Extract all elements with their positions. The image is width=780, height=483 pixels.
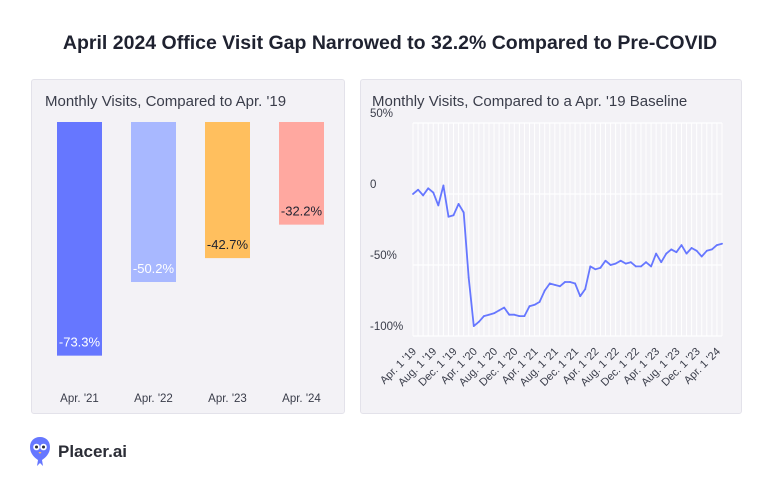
- data-point-4: [432, 191, 435, 194]
- bar-1: [131, 122, 176, 283]
- bar-chart-panel: Monthly Visits, Compared to Apr. '19 -73…: [31, 79, 345, 414]
- data-point-59: [710, 248, 713, 251]
- data-point-35: [589, 265, 592, 268]
- data-point-28: [553, 283, 556, 286]
- y-tick-label-1: 0: [370, 179, 376, 191]
- bar-value-label-2: -42.7%: [207, 237, 249, 252]
- bar-value-label-0: -73.3%: [59, 335, 101, 350]
- data-point-61: [721, 242, 723, 245]
- data-point-21: [518, 315, 521, 318]
- data-point-58: [705, 249, 708, 252]
- data-point-1: [417, 188, 419, 191]
- data-point-39: [609, 264, 612, 266]
- data-point-18: [503, 306, 506, 309]
- bar-value-label-3: -32.2%: [281, 204, 323, 219]
- data-point-32: [574, 282, 576, 285]
- data-point-46: [645, 261, 647, 264]
- data-point-54: [685, 252, 688, 255]
- data-point-30: [564, 281, 566, 283]
- bar-category-label-0: Apr. '21: [60, 393, 99, 405]
- data-point-13: [477, 320, 480, 323]
- data-point-6: [442, 184, 445, 187]
- data-point-60: [716, 244, 718, 247]
- brand-name: Placer.ai: [58, 442, 128, 461]
- data-point-45: [640, 265, 642, 268]
- bar-chart: -73.3% Apr. '21 -50.2% Apr. '22 -42.7% Apr. '…: [57, 122, 324, 405]
- data-point-0: [412, 193, 414, 195]
- data-point-3: [427, 187, 430, 190]
- bar-0: [57, 122, 102, 356]
- data-point-8: [452, 214, 455, 217]
- data-point-49: [660, 261, 663, 264]
- bar-2: [205, 122, 250, 259]
- data-point-29: [559, 285, 561, 288]
- data-point-2: [422, 194, 425, 197]
- visits-line: [412, 184, 723, 327]
- data-point-19: [508, 313, 511, 316]
- data-point-38: [604, 259, 607, 262]
- bar-category-label-2: Apr. '23: [208, 393, 247, 405]
- data-point-27: [548, 282, 551, 285]
- data-point-10: [462, 211, 465, 214]
- data-point-37: [599, 266, 602, 269]
- line-chart-panel: Monthly Visits, Compared to a Apr. '19 B…: [360, 79, 742, 414]
- y-tick-label-0: 50%: [370, 108, 393, 120]
- data-point-47: [650, 265, 652, 268]
- data-point-12: [472, 325, 475, 327]
- y-tick-label-2: -50%: [370, 250, 397, 262]
- data-point-25: [538, 301, 541, 303]
- data-point-50: [665, 252, 668, 255]
- data-point-24: [533, 303, 536, 306]
- data-point-26: [543, 289, 546, 292]
- data-point-11: [467, 276, 470, 279]
- bar-value-label-1: -50.2%: [133, 261, 175, 276]
- data-point-51: [670, 248, 673, 251]
- data-point-55: [690, 247, 693, 249]
- data-point-31: [569, 281, 571, 283]
- data-point-16: [493, 312, 495, 315]
- line-chart-title: Monthly Visits, Compared to a Apr. '19 B…: [372, 93, 688, 110]
- data-point-41: [619, 259, 622, 262]
- data-point-15: [488, 313, 490, 316]
- data-point-20: [513, 313, 516, 316]
- placer-owl-icon: [30, 437, 50, 466]
- data-point-17: [498, 309, 501, 312]
- data-point-14: [483, 315, 485, 318]
- data-point-40: [614, 262, 617, 265]
- data-point-22: [523, 315, 526, 318]
- data-point-57: [700, 255, 703, 258]
- y-tick-label-3: -100%: [370, 321, 403, 333]
- bar-3: [279, 122, 324, 225]
- data-point-9: [457, 203, 460, 205]
- chart-title: April 2024 Office Visit Gap Narrowed to …: [62, 32, 718, 54]
- data-point-33: [579, 295, 582, 298]
- data-point-48: [655, 252, 658, 255]
- data-point-5: [437, 204, 440, 207]
- data-point-43: [629, 261, 632, 264]
- bar-category-label-3: Apr. '24: [282, 393, 321, 405]
- bar-category-label-1: Apr. '22: [134, 393, 173, 405]
- data-point-36: [594, 268, 597, 271]
- data-point-7: [447, 215, 450, 218]
- data-point-56: [695, 249, 698, 252]
- data-point-34: [584, 288, 587, 291]
- data-point-52: [675, 251, 678, 254]
- placer-logo: Placer.ai: [29, 436, 127, 468]
- data-point-44: [634, 265, 637, 268]
- bar-chart-title: Monthly Visits, Compared to Apr. '19: [45, 93, 287, 110]
- data-point-42: [624, 262, 627, 265]
- data-point-53: [680, 244, 683, 247]
- data-point-23: [528, 305, 531, 308]
